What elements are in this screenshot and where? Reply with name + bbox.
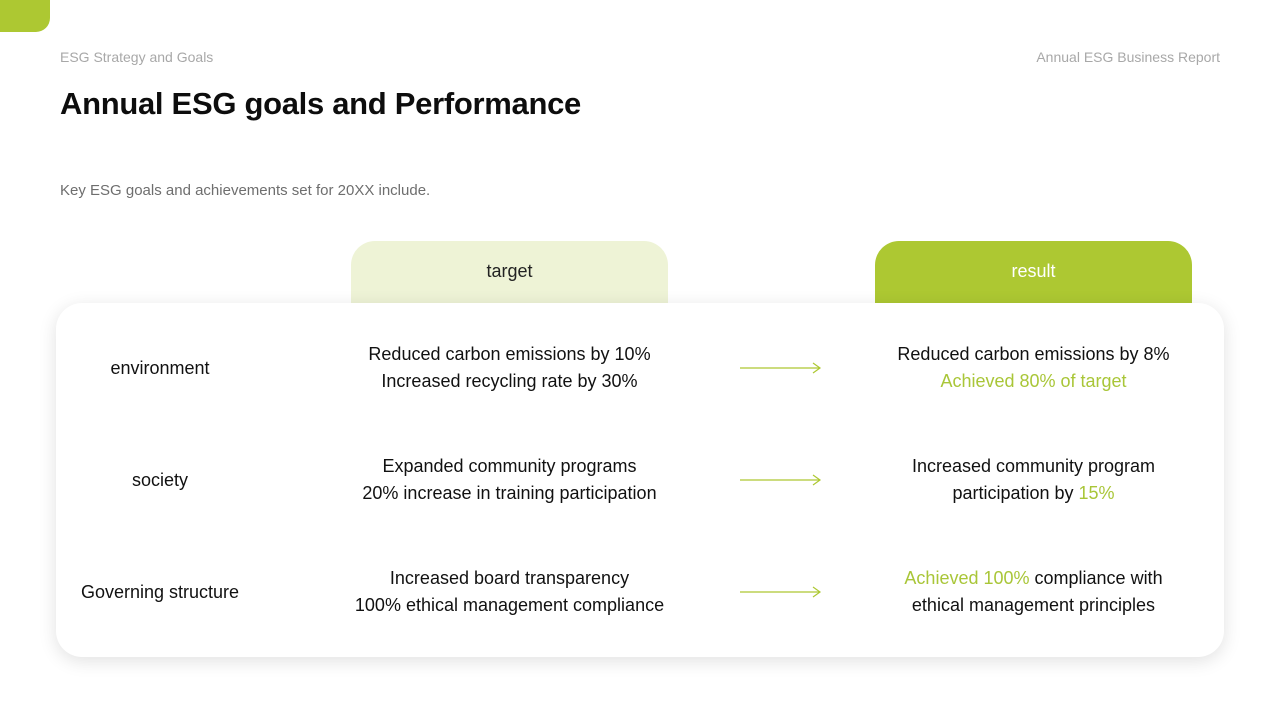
row-target: Increased board transparency 100% ethica…	[351, 565, 668, 619]
result-column-label: result	[1011, 261, 1056, 281]
target-line: Expanded community programs	[382, 456, 637, 476]
result-highlight: 15%	[1078, 483, 1115, 503]
target-column-header: target	[351, 241, 668, 311]
table-row-governance: Governing structure Increased board tran…	[56, 557, 1224, 627]
row-result: Reduced carbon emissions by 8% Achieved …	[875, 341, 1192, 395]
result-line: Increased community program	[911, 456, 1156, 476]
result-line: ethical management principles	[911, 595, 1156, 615]
row-result: Increased community program participatio…	[875, 453, 1192, 507]
result-line: Achieved 100% compliance with	[875, 565, 1192, 592]
page-title: Annual ESG goals and Performance	[60, 86, 581, 121]
section-label: ESG Strategy and Goals	[60, 49, 214, 65]
arrow-right-icon	[740, 474, 822, 486]
row-label: society	[131, 469, 189, 490]
result-highlight: Achieved 80% of target	[940, 371, 1127, 391]
row-target: Expanded community programs 20% increase…	[351, 453, 668, 507]
page-subtitle: Key ESG goals and achievements set for 2…	[60, 182, 431, 199]
arrow-right-icon	[740, 586, 822, 598]
row-label: environment	[110, 357, 210, 378]
goals-table-card: environment Reduced carbon emissions by …	[56, 303, 1224, 657]
target-line: 20% increase in training participation	[362, 483, 657, 503]
report-label: Annual ESG Business Report	[1036, 49, 1220, 65]
result-text: participation by	[952, 483, 1079, 503]
table-row-society: society Expanded community programs 20% …	[56, 445, 1224, 515]
target-line: Increased board transparency	[389, 568, 630, 588]
arrow-right-icon	[740, 362, 822, 374]
target-column-label: target	[486, 261, 533, 281]
result-column-header: result	[875, 241, 1192, 311]
result-line: Reduced carbon emissions by 8%	[897, 344, 1170, 364]
row-target: Reduced carbon emissions by 10% Increase…	[351, 341, 668, 395]
table-row-environment: environment Reduced carbon emissions by …	[56, 333, 1224, 403]
target-line: Reduced carbon emissions by 10%	[368, 344, 651, 364]
result-highlight: Achieved 100%	[904, 568, 1030, 588]
result-line: participation by 15%	[875, 480, 1192, 507]
row-label: Governing structure	[80, 581, 240, 602]
target-line: 100% ethical management compliance	[354, 595, 665, 615]
corner-accent-tab	[0, 0, 50, 32]
result-text: compliance with	[1029, 568, 1163, 588]
row-result: Achieved 100% compliance with ethical ma…	[875, 565, 1192, 619]
target-line: Increased recycling rate by 30%	[381, 371, 638, 391]
